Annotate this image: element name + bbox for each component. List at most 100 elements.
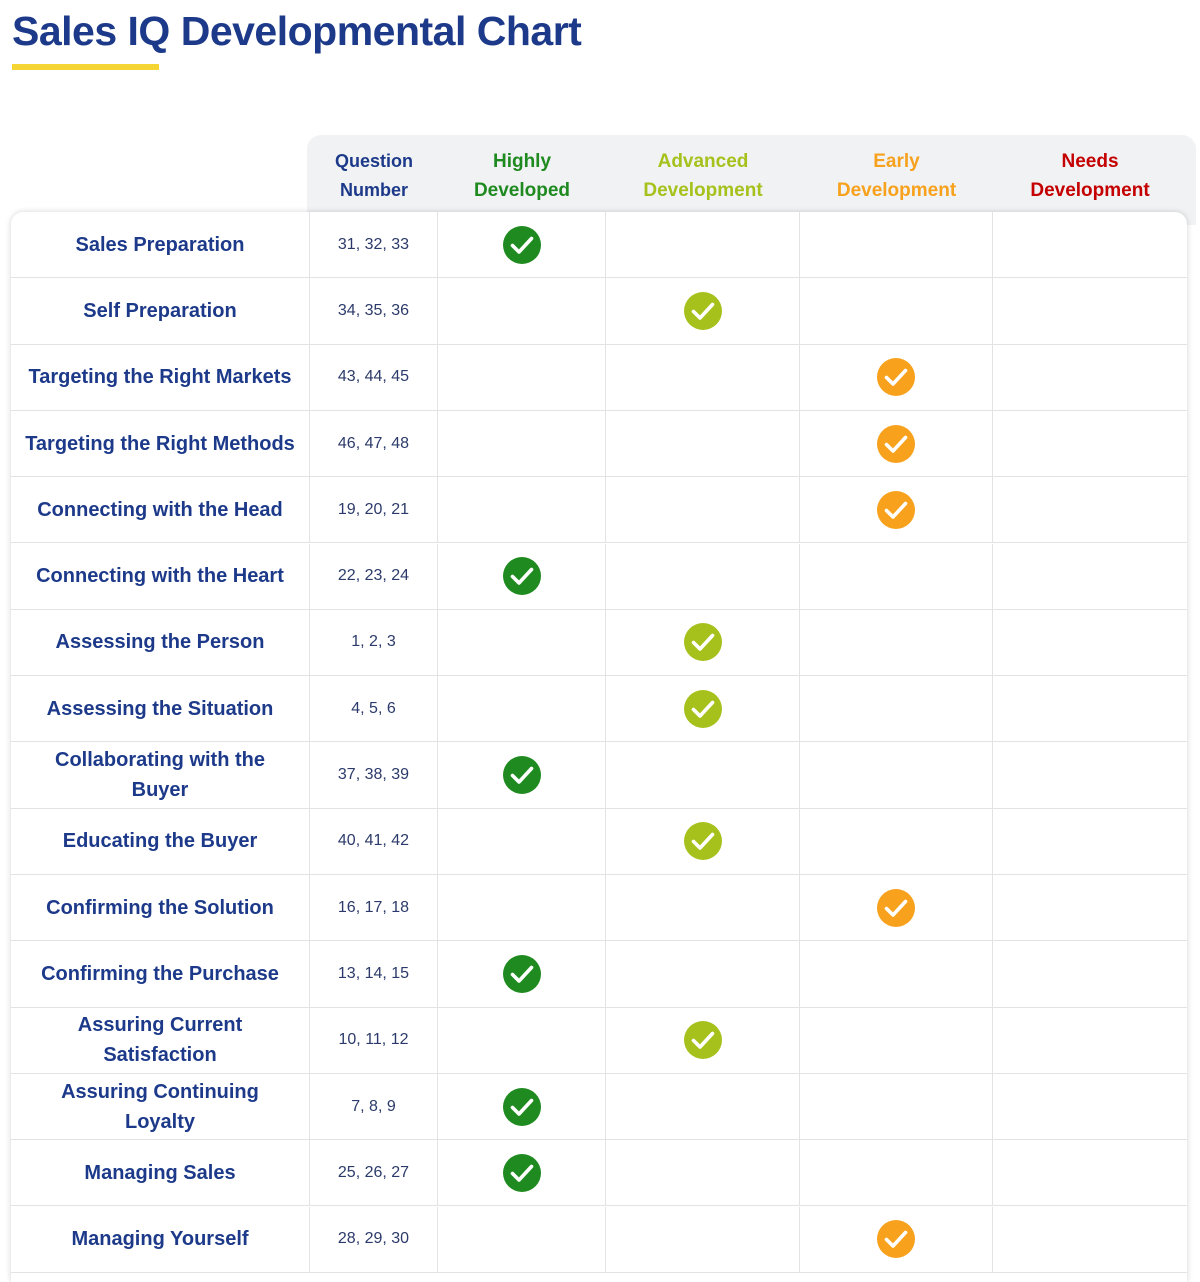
check-mark (691, 1031, 714, 1050)
check-mark (510, 236, 533, 254)
question-numbers: 22, 23, 24 (310, 543, 438, 610)
rating-cell (800, 410, 993, 478)
check-circle (877, 358, 915, 397)
check-mark (510, 766, 533, 784)
check-icon (877, 888, 915, 927)
check-icon (683, 291, 722, 330)
check-icon (502, 1153, 541, 1192)
check-icon (502, 954, 541, 993)
question-numbers: 31, 32, 33 (310, 212, 438, 279)
check-icon (502, 756, 541, 795)
rating-cell (606, 212, 800, 279)
rating-cell (606, 1206, 800, 1273)
rating-cell (606, 1140, 800, 1207)
rating-cell (438, 742, 606, 809)
row-label: Connecting with the Heart (11, 543, 310, 610)
check-icon (502, 225, 541, 264)
rating-cell (606, 742, 800, 809)
rating-cell (800, 609, 993, 677)
check-icon (877, 1220, 915, 1259)
check-circle (502, 954, 541, 993)
check-circle (877, 490, 915, 529)
rating-cell (438, 875, 606, 942)
check-circle (683, 623, 722, 662)
rating-cell (993, 345, 1187, 411)
row-label: Targeting the Right Markets (11, 344, 310, 411)
rating-cell (606, 676, 800, 743)
check-circle (683, 1021, 722, 1060)
rating-cell (606, 941, 800, 1008)
header-cell: Needs Development (1030, 151, 1150, 201)
row-label: Connecting with the Head (11, 477, 310, 544)
rating-cell (800, 1206, 993, 1273)
rating-cell (800, 1140, 993, 1207)
rating-cell (993, 212, 1187, 279)
rating-cell (993, 941, 1187, 1008)
rating-cell (606, 344, 800, 411)
check-icon (683, 623, 722, 662)
question-numbers: 37, 38, 39 (310, 742, 438, 809)
check-mark (691, 634, 714, 652)
rating-cell (800, 676, 993, 743)
check-mark (691, 302, 714, 320)
rating-cell (438, 278, 606, 345)
page-title: Sales IQ Developmental Chart (12, 8, 582, 54)
row-label: Sales Preparation (11, 212, 310, 279)
table: Sales Preparation 31, 32, 33 Self Preparat… (11, 212, 1187, 1282)
rating-cell (993, 411, 1187, 478)
rating-cell (800, 1073, 993, 1141)
check-circle (502, 756, 541, 795)
rating-cell (438, 1073, 606, 1141)
check-mark (884, 501, 908, 519)
question-numbers: 13, 14, 15 (310, 941, 438, 1008)
row-label: Assuring Continuing Loyalty (11, 1073, 310, 1141)
rating-cell (606, 410, 800, 478)
check-icon (683, 689, 722, 728)
question-numbers: 46, 47, 48 (310, 410, 438, 478)
rating-cell (993, 544, 1187, 610)
rating-cell (438, 212, 606, 279)
check-circle (683, 822, 722, 861)
rating-cell (438, 941, 606, 1008)
rating-cell (438, 1206, 606, 1273)
rating-cell (606, 609, 800, 677)
rating-cell (606, 1007, 800, 1074)
rating-cell (606, 543, 800, 610)
rating-cell (800, 344, 993, 411)
row-label: Assessing the Situation (11, 676, 310, 743)
row-label: Collaborating with the Buyer (11, 742, 310, 809)
rating-cell (993, 278, 1187, 345)
question-numbers: 1, 2, 3 (310, 609, 438, 677)
rating-cell (993, 1140, 1187, 1207)
rating-cell (438, 344, 606, 411)
check-circle (877, 888, 915, 927)
rating-cell (993, 875, 1187, 942)
rating-cell (606, 1073, 800, 1141)
question-numbers: 28, 29, 30 (310, 1206, 438, 1273)
rating-cell (438, 609, 606, 677)
check-mark (884, 368, 908, 387)
rating-cell (438, 477, 606, 544)
row-label: Assessing the Person (11, 609, 310, 677)
row-label: Educating the Buyer (11, 808, 310, 875)
check-mark (510, 1098, 533, 1116)
rating-cell (800, 808, 993, 875)
rating-cell (800, 742, 993, 809)
check-circle (502, 1087, 541, 1126)
question-numbers: 16, 17, 18 (310, 875, 438, 942)
rating-cell (606, 477, 800, 544)
check-mark (691, 833, 714, 851)
row-label: Confirming the Solution (11, 875, 310, 942)
row-label: Managing Yourself (11, 1206, 310, 1273)
rating-cell (993, 1008, 1187, 1074)
title-underline (12, 64, 159, 70)
header-cell: Early Development (836, 151, 957, 201)
question-numbers: 43, 44, 45 (310, 344, 438, 411)
rating-cell (606, 278, 800, 345)
rating-cell (993, 676, 1187, 743)
row-label: Confirming the Purchase (11, 941, 310, 1008)
rating-cell (800, 278, 993, 345)
rating-cell (606, 875, 800, 942)
check-mark (691, 700, 714, 718)
